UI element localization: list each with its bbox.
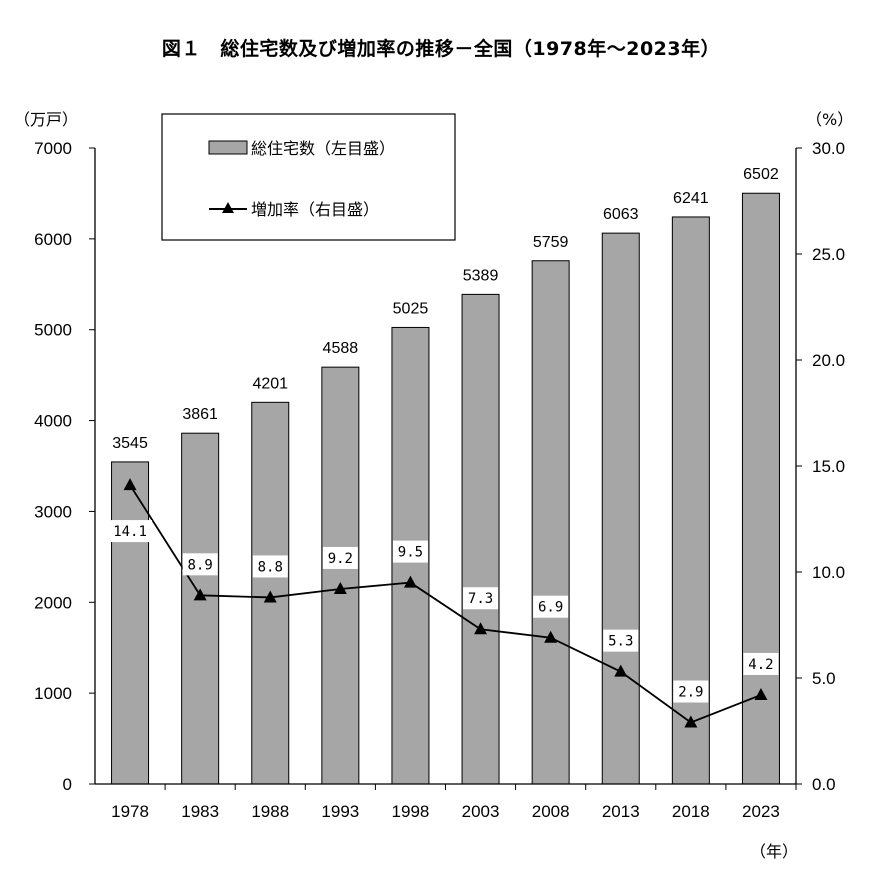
left-tick-label: 4000: [34, 412, 72, 431]
left-tick-label: 5000: [34, 321, 72, 340]
bar-1983: [181, 432, 220, 785]
legend: 総住宅数（左目盛） 増加率（右目盛）: [161, 113, 456, 241]
growth-rate-label-2013: 5.3: [608, 634, 633, 650]
x-axis-unit: （年）: [750, 842, 799, 861]
bar-value-label-2018: 6241: [673, 190, 709, 207]
line-layer: 14.1 8.9 8.8 9.2 9.5 7.3 6.9 5.3 2.9 4.2: [108, 478, 779, 728]
bar-1978: [111, 461, 150, 785]
bar-2013: [601, 232, 640, 785]
chart-title: 図１ 総住宅数及び増加率の推移－全国（1978年～2023年）: [161, 38, 721, 60]
right-tick-label: 30.0: [812, 139, 845, 158]
growth-rate-label-1978: 14.1: [113, 524, 147, 540]
legend-bar-label: 総住宅数（左目盛）: [251, 139, 395, 158]
right-tick-label: 10.0: [812, 563, 845, 582]
axes-layer: 0 1000 2000 3000 4000 5000 6000 7000 0.0 5.0 10.0 1…: [34, 139, 845, 821]
left-tick-label: 2000: [34, 593, 72, 612]
right-axis-unit: （%）: [806, 110, 854, 129]
bar-value-label-2008: 5759: [533, 234, 569, 251]
bar-2023: [741, 192, 780, 785]
bar-value-label-1998: 5025: [393, 300, 429, 317]
growth-rate-label-box-1993: [322, 546, 358, 569]
right-tick-label: 0.0: [812, 775, 836, 794]
growth-rate-marker-1988: [263, 590, 277, 603]
growth-rate-marker-1978: [123, 478, 137, 491]
x-tick-label-1998: 1998: [392, 802, 430, 821]
bar-1993: [321, 366, 360, 785]
growth-rate-marker-2008: [544, 630, 558, 643]
x-tick-label-2023: 2023: [742, 802, 780, 821]
growth-rate-label-box-2018: [673, 680, 709, 703]
growth-rate-label-box-1978: [108, 520, 153, 543]
bar-value-label-1993: 4588: [323, 340, 359, 357]
bar-value-label-2003: 5389: [463, 267, 499, 284]
left-tick-label: 7000: [34, 139, 72, 158]
x-tick-label-1978: 1978: [111, 802, 149, 821]
x-tick-label-1983: 1983: [181, 802, 219, 821]
bar-2003: [461, 293, 500, 785]
right-tick-label: 25.0: [812, 245, 845, 264]
bar-value-label-2023: 6502: [743, 166, 779, 183]
right-tick-label: 5.0: [812, 669, 836, 688]
growth-rate-label-box-2008: [533, 595, 569, 618]
growth-rate-label-2023: 4.2: [748, 657, 773, 673]
right-tick-label: 15.0: [812, 457, 845, 476]
growth-rate-marker-1993: [333, 581, 347, 594]
legend-box: [161, 113, 456, 241]
bar-value-label-2013: 6063: [603, 206, 639, 223]
legend-bar-swatch: [208, 140, 248, 155]
growth-rate-label-1983: 8.9: [188, 557, 213, 573]
bar-value-label-1988: 4201: [252, 375, 288, 392]
x-tick-label-2018: 2018: [672, 802, 710, 821]
x-tick-label-2013: 2013: [602, 802, 640, 821]
growth-rate-label-1993: 9.2: [328, 551, 353, 567]
growth-rate-line: [129, 484, 762, 724]
x-tick-label-2003: 2003: [462, 802, 500, 821]
x-tick-label-1988: 1988: [251, 802, 289, 821]
left-tick-label: 1000: [34, 684, 72, 703]
x-tick-label-1993: 1993: [321, 802, 359, 821]
growth-rate-label-2018: 2.9: [678, 685, 703, 701]
growth-rate-label-box-2023: [743, 652, 779, 675]
growth-rate-label-box-1983: [182, 553, 218, 576]
legend-line-label: 増加率（右目盛）: [251, 200, 379, 219]
bar-value-label-1978: 3545: [112, 435, 148, 452]
legend-triangle-marker: [222, 202, 234, 213]
left-tick-label: 6000: [34, 230, 72, 249]
left-axis-unit: （万戸）: [14, 110, 79, 129]
bar-value-label-1983: 3861: [182, 406, 218, 423]
right-tick-label: 20.0: [812, 351, 845, 370]
growth-rate-marker-2013: [614, 664, 628, 677]
left-tick-label: 3000: [34, 502, 72, 521]
growth-rate-marker-2018: [684, 715, 698, 728]
growth-rate-label-box-2013: [603, 629, 639, 652]
left-tick-label: 0: [63, 775, 72, 794]
growth-rate-label-2003: 7.3: [468, 591, 493, 607]
growth-rate-marker-2003: [474, 622, 488, 635]
bar-2008: [531, 260, 570, 785]
growth-rate-label-1988: 8.8: [258, 559, 283, 575]
growth-rate-marker-1998: [403, 575, 417, 588]
growth-rate-label-box-2003: [463, 587, 499, 610]
growth-rate-marker-1983: [193, 588, 207, 601]
growth-rate-label-box-1998: [392, 540, 428, 563]
growth-rate-label-box-1988: [252, 555, 288, 578]
x-tick-label-2008: 2008: [532, 802, 570, 821]
growth-rate-label-2008: 6.9: [538, 600, 563, 616]
growth-rate-label-1998: 9.5: [398, 545, 423, 561]
growth-rate-marker-2023: [754, 687, 768, 700]
